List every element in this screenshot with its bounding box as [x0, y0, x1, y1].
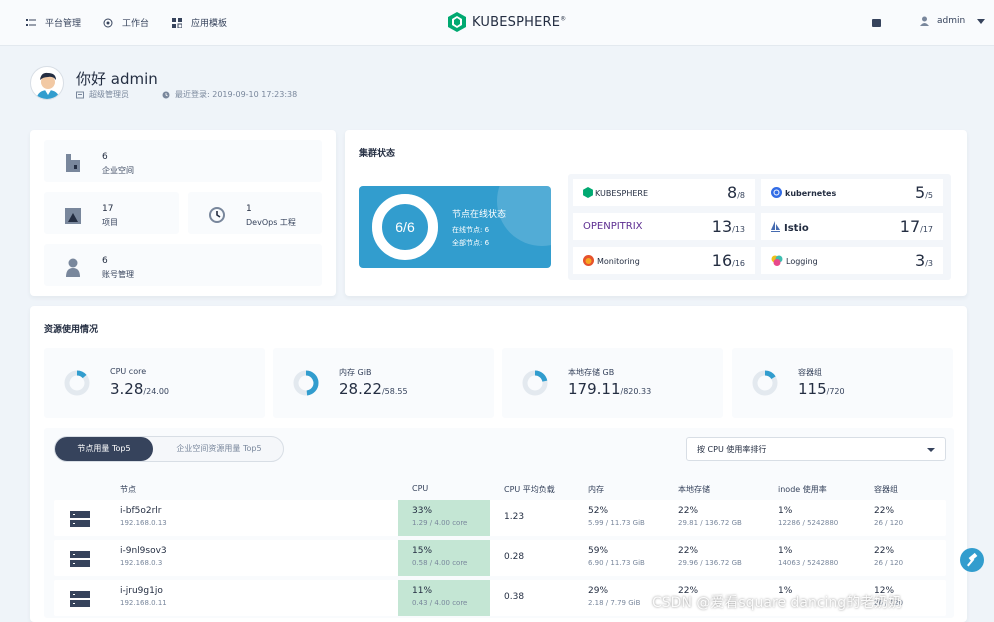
toolbox-button[interactable] — [960, 548, 984, 572]
kubernetes-icon — [771, 187, 782, 198]
top5-tab-switch: 节点用量 Top5 企业空间资源用量 Top5 — [54, 436, 284, 462]
component-istio[interactable]: Istio 17/17 — [761, 213, 943, 240]
cluster-status-panel: 集群状态 6/6 节点在线状态 在线节点: 6 全部节点: 6 KUBESPHE… — [345, 130, 967, 296]
user-icon — [920, 16, 929, 26]
cpu-cell: 15% 0.58 / 4.00 core — [398, 540, 490, 576]
col-cpu-load[interactable]: CPU 平均负载 — [504, 485, 555, 494]
devops-icon — [209, 207, 225, 223]
memory-usage-ring — [293, 370, 319, 396]
platform-stats-panel: 6 企业空间 17 项目 1 DevOps 工程 6 账号管理 — [30, 130, 336, 296]
pods-usage-ring — [752, 370, 778, 396]
component-logging[interactable]: Logging 3/3 — [761, 247, 943, 274]
kubesphere-logo-icon — [448, 12, 466, 32]
user-menu[interactable]: admin — [920, 16, 986, 26]
stat-workspaces[interactable]: 6 企业空间 — [44, 140, 322, 182]
server-icon — [70, 551, 90, 567]
platform-icon — [26, 18, 36, 28]
project-icon — [65, 208, 81, 224]
online-nodes: 在线节点: 6 — [452, 226, 490, 234]
nav-platform-management[interactable]: 平台管理 — [26, 16, 81, 29]
resource-usage-panel: 资源使用情况 CPU core 3.28/24.00 内存 GiB 28.22/… — [30, 306, 967, 622]
kubesphere-logo[interactable]: KUBESPHERE® — [448, 12, 566, 32]
role-icon — [76, 91, 84, 98]
component-openpitrix[interactable]: OPENPITRIX 13/13 — [573, 213, 755, 240]
node-status-title: 节点在线状态 — [452, 210, 507, 220]
component-monitoring[interactable]: Monitoring 16/16 — [573, 247, 755, 274]
col-inode[interactable]: inode 使用率 — [778, 485, 827, 494]
nav-workbench[interactable]: 工作台 — [103, 16, 149, 29]
col-memory[interactable]: 内存 — [588, 485, 604, 494]
watermark: CSDN @爱看square dancing的老奶奶 — [652, 595, 903, 611]
col-pods[interactable]: 容器组 — [874, 485, 898, 494]
resource-memory[interactable]: 内存 GiB 28.22/58.55 — [273, 348, 494, 418]
docs-icon[interactable] — [872, 19, 881, 27]
server-icon — [70, 591, 90, 607]
greeting: 你好 admin — [76, 70, 158, 88]
stat-accounts[interactable]: 6 账号管理 — [44, 244, 322, 286]
istio-icon — [771, 221, 780, 232]
component-kubernetes[interactable]: kubernetes 5/5 — [761, 179, 943, 206]
col-node: 节点 — [120, 485, 136, 494]
chevron-down-icon — [977, 18, 986, 24]
resource-storage[interactable]: 本地存储 GB 179.11/820.33 — [502, 348, 723, 418]
resource-usage-title: 资源使用情况 — [44, 325, 99, 335]
storage-usage-ring — [522, 370, 548, 396]
table-row[interactable]: i-jru9g1jo 192.168.0.11 11% 0.43 / 4.00 co… — [54, 580, 946, 616]
avatar[interactable] — [30, 66, 64, 100]
component-status-grid: KUBESPHERE 8/8 kubernetes 5/5 OPENPITRIX… — [568, 174, 951, 280]
monitoring-icon — [583, 255, 594, 266]
apps-icon — [172, 17, 183, 28]
table-row[interactable]: i-bf5o2rlr 192.168.0.13 33% 1.29 / 4.00 co… — [54, 500, 946, 536]
sort-select[interactable]: 按 CPU 使用率排行 — [686, 437, 946, 461]
cpu-usage-ring — [64, 370, 90, 396]
col-cpu[interactable]: CPU — [412, 484, 429, 493]
top-navigation-bar: 平台管理 工作台 应用模板 KUBESPHERE® admin — [0, 0, 994, 46]
resource-cpu[interactable]: CPU core 3.28/24.00 — [44, 348, 265, 418]
cluster-status-title: 集群状态 — [359, 149, 396, 159]
col-disk[interactable]: 本地存储 — [678, 485, 710, 494]
resource-pods[interactable]: 容器组 115/720 — [732, 348, 953, 418]
user-role: 超级管理员 — [76, 89, 129, 100]
node-ratio: 6/6 — [395, 219, 415, 235]
kubesphere-icon — [583, 187, 593, 198]
clock-icon — [162, 91, 170, 98]
logo-text: KUBESPHERE® — [472, 14, 567, 30]
chevron-down-icon — [927, 448, 935, 452]
logging-icon — [771, 255, 783, 266]
openpitrix-icon: OPENPITRIX — [583, 221, 643, 232]
table-row[interactable]: i-9nl9sov3 192.168.0.3 15% 0.58 / 4.00 cor… — [54, 540, 946, 576]
node-ring: 6/6 — [372, 194, 438, 260]
top5-section: 节点用量 Top5 企业空间资源用量 Top5 按 CPU 使用率排行 节点 C… — [44, 428, 954, 618]
workspace-icon — [66, 154, 80, 172]
total-nodes: 全部节点: 6 — [452, 239, 490, 247]
tab-workspace-usage[interactable]: 企业空间资源用量 Top5 — [176, 444, 262, 453]
node-online-card[interactable]: 6/6 节点在线状态 在线节点: 6 全部节点: 6 — [359, 186, 551, 268]
workbench-icon — [103, 18, 113, 28]
tab-node-usage[interactable]: 节点用量 Top5 — [55, 437, 153, 461]
stat-projects[interactable]: 17 项目 — [44, 192, 179, 234]
account-icon — [66, 258, 80, 277]
nav-app-templates[interactable]: 应用模板 — [172, 16, 227, 29]
server-icon — [70, 511, 90, 527]
stat-devops[interactable]: 1 DevOps 工程 — [188, 192, 322, 234]
hammer-icon — [967, 552, 978, 567]
component-kubesphere[interactable]: KUBESPHERE 8/8 — [573, 179, 755, 206]
last-login: 最近登录: 2019-09-10 17:23:38 — [162, 89, 297, 100]
cpu-cell: 11% 0.43 / 4.00 core — [398, 580, 490, 616]
cpu-cell: 33% 1.29 / 4.00 core — [398, 500, 490, 536]
